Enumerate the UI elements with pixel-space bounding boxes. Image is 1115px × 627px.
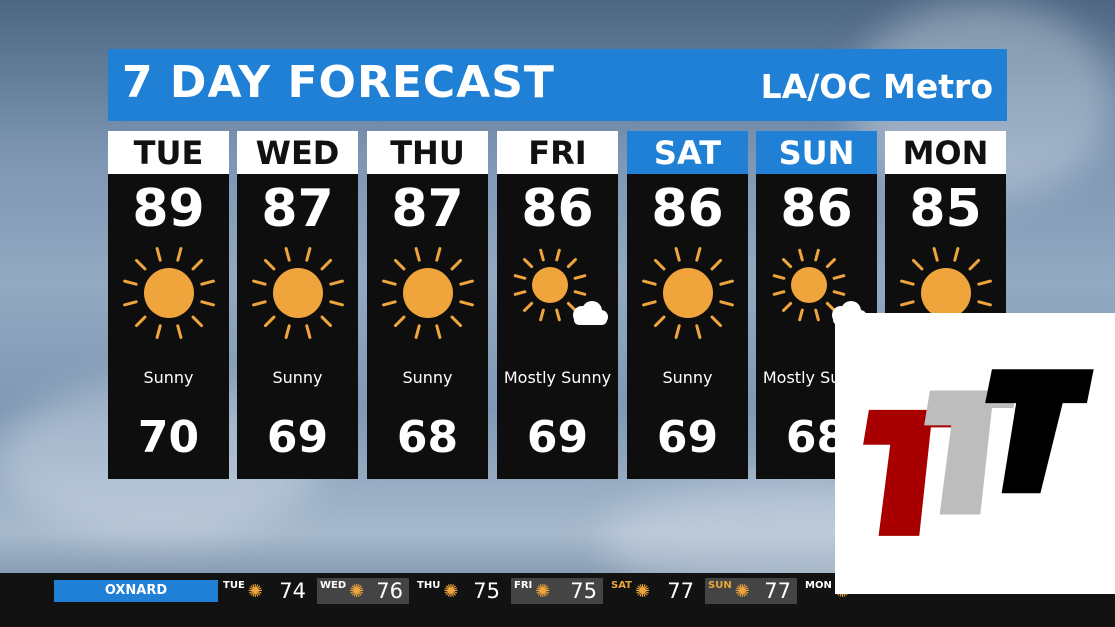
logo-mark [863,369,1094,536]
ticker-temp: 75 [473,579,500,603]
ticker-item: TUE ✺ 74 [220,578,312,604]
day-label: TUE [108,131,229,174]
high-temp: 86 [780,179,853,239]
ticker-temp: 77 [667,579,694,603]
ticker-item: FRI ✺ 75 [511,578,603,604]
day-column: WED 87 Sunny 69 [237,131,358,479]
ticker-temp: 76 [376,579,403,603]
sun-icon: ✺ [635,580,651,602]
region-label: LA/OC Metro [760,67,993,106]
condition: Sunny [272,368,323,387]
sun-icon: ✺ [443,580,459,602]
ticker-temp: 77 [764,579,791,603]
sun-icon: ✺ [349,580,365,602]
sun-icon [108,238,229,348]
low-temp: 69 [526,412,589,463]
day-column: THU 87 Sunny 68 [367,131,488,479]
high-temp: 86 [521,179,594,239]
ticker-day: SUN [708,580,732,591]
ticker-item: SAT ✺ 77 [608,578,700,604]
mostly-sunny-icon [497,238,618,348]
high-temp: 86 [651,179,724,239]
ticker-day: WED [320,580,347,591]
high-temp: 85 [909,179,982,239]
sun-icon [885,238,1006,348]
low-temp: 68 [396,412,459,463]
condition: Sunny [662,368,713,387]
ticker-day: MON [805,580,832,591]
day-label: THU [367,131,488,174]
sun-icon: ✺ [247,580,263,602]
sun-icon [237,238,358,348]
sun-icon [627,238,748,348]
sun-icon [367,238,488,348]
day-column: TUE 89 Sunny 70 [108,131,229,479]
forecast-title-bar: 7 DAY FORECAST LA/OC Metro [108,49,1007,121]
day-label: MON [885,131,1006,174]
ticker-day: THU [417,580,441,591]
sun-icon: ✺ [734,580,750,602]
high-temp: 87 [391,179,464,239]
ticker-temp: 75 [570,579,597,603]
low-temp: 69 [266,412,329,463]
day-label: SAT [627,131,748,174]
day-column: FRI 86 Mostly Sunny 69 [497,131,618,479]
ticker-city: OXNARD [54,580,218,602]
ticker-item: THU ✺ 75 [414,578,506,604]
condition: Sunny [402,368,453,387]
ticker-day: FRI [514,580,533,591]
day-label: FRI [497,131,618,174]
low-temp: 69 [656,412,719,463]
ticker-item: SUN ✺ 77 [705,578,797,604]
day-label: SUN [756,131,877,174]
condition: Mostly Sunny [503,368,612,387]
high-temp: 89 [132,179,205,239]
low-temp: 70 [137,412,200,463]
page-title: 7 DAY FORECAST [122,57,555,108]
condition: Sunny [143,368,194,387]
ticker-item: WED ✺ 76 [317,578,409,604]
day-label: WED [237,131,358,174]
high-temp: 87 [261,179,334,239]
ticker-day: SAT [611,580,632,591]
ticker-temp: 74 [279,579,306,603]
ticker-day: TUE [223,580,245,591]
sun-icon: ✺ [535,580,551,602]
day-column: SAT 86 Sunny 69 [627,131,748,479]
ttt-logo [835,313,1115,594]
